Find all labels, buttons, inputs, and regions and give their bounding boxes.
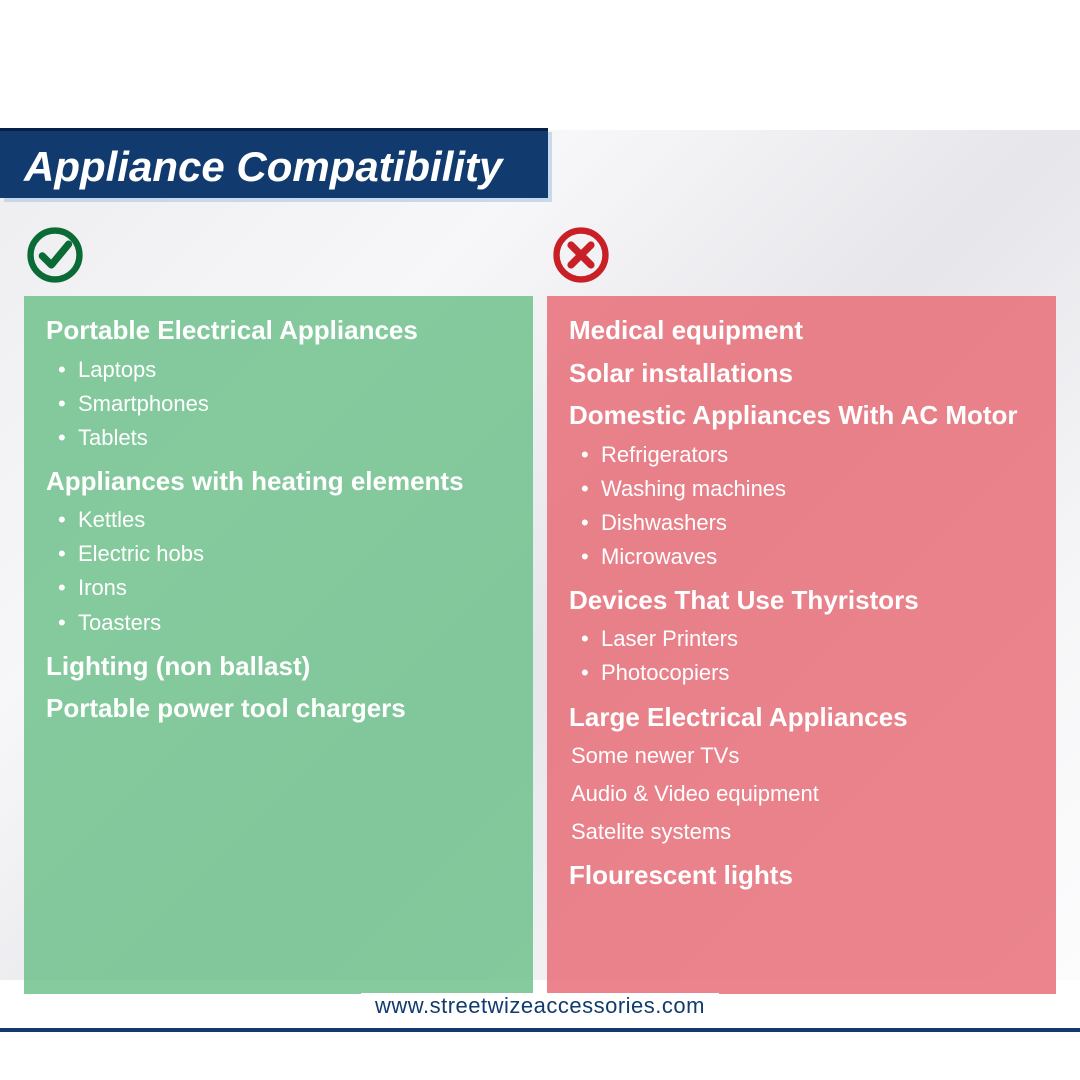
incompatible-item: Satelite systems [569,815,1034,849]
incompatible-item: Washing machines [581,472,1034,506]
incompatible-category-heading: Domestic Appliances With AC Motor [569,399,1034,432]
icons-row [0,222,1080,292]
incompatible-category-heading: Flourescent lights [569,859,1034,892]
incompatible-item: Dishwashers [581,506,1034,540]
incompatible-item: Refrigerators [581,438,1034,472]
footer-line [0,1028,1080,1032]
compatible-category-heading: Portable power tool chargers [46,692,511,725]
incompatible-category-heading: Medical equipment [569,314,1034,347]
incompatible-item: Audio & Video equipment [569,777,1034,811]
page-title: Appliance Compatibility [24,143,502,190]
compatible-item-list: LaptopsSmartphonesTablets [46,353,511,455]
incompatible-item: Photocopiers [581,656,1034,690]
title-bar: Appliance Compatibility [0,128,548,198]
panels: Portable Electrical Appliances LaptopsSma… [24,296,1056,994]
incompatible-category-heading: Large Electrical Appliances [569,701,1034,734]
footer-url: www.streetwizeaccessories.com [0,993,1080,1019]
compatible-item-list: KettlesElectric hobsIronsToasters [46,503,511,639]
incompatible-item-list: RefrigeratorsWashing machinesDishwashers… [569,438,1034,574]
compatible-item: Irons [58,571,511,605]
incompatible-item-list: Laser PrintersPhotocopiers [569,622,1034,690]
compatible-item: Toasters [58,606,511,640]
incompatible-category-heading: Solar installations [569,357,1034,390]
compatible-item: Tablets [58,421,511,455]
footer-url-text: www.streetwizeaccessories.com [361,993,719,1019]
compatible-category-heading: Portable Electrical Appliances [46,314,511,347]
compatible-item: Laptops [58,353,511,387]
compatible-category-heading: Lighting (non ballast) [46,650,511,683]
incompatible-item: Microwaves [581,540,1034,574]
check-icon [26,226,84,284]
compatible-item: Electric hobs [58,537,511,571]
compatible-item: Kettles [58,503,511,537]
incompatible-item: Laser Printers [581,622,1034,656]
incompatible-category-heading: Devices That Use Thyristors [569,584,1034,617]
cross-icon [552,226,610,284]
incompatible-item: Some newer TVs [569,739,1034,773]
compatible-panel: Portable Electrical Appliances LaptopsSma… [24,296,533,994]
incompatible-panel: Medical equipment Solar installations Dome… [547,296,1056,994]
compatible-item: Smartphones [58,387,511,421]
compatible-category-heading: Appliances with heating elements [46,465,511,498]
